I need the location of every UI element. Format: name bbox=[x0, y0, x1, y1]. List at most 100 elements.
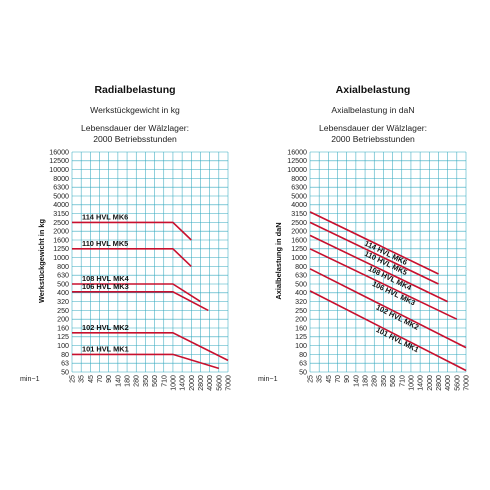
radial-y-tick-label: 320 bbox=[57, 298, 69, 306]
axial-y-tick-label: 800 bbox=[295, 263, 307, 271]
radial-series-label: 106 HVL MK3 bbox=[82, 282, 129, 291]
axial-y-tick-label: 320 bbox=[295, 298, 307, 306]
radial-series-line bbox=[72, 353, 220, 370]
radial-x-tick-label: 140 bbox=[114, 375, 122, 387]
axial-x-tick-label: 140 bbox=[352, 375, 360, 387]
radial-y-tick-label: 12500 bbox=[49, 157, 69, 165]
axial-x-tick-label: 5600 bbox=[453, 375, 461, 391]
radial-y-tick-label: 63 bbox=[61, 360, 69, 368]
radial-note-line2: 2000 Betriebsstunden bbox=[93, 134, 177, 144]
radial-y-tick-label: 400 bbox=[57, 289, 69, 297]
axial-y-tick-label: 80 bbox=[299, 351, 307, 359]
radial-x-unit-label: min−1 bbox=[20, 375, 40, 383]
axial-y-tick-label: 160 bbox=[295, 324, 307, 332]
radial-x-tick-label: 280 bbox=[133, 375, 141, 387]
radial-x-tick-label: 1000 bbox=[169, 375, 177, 391]
radial-x-tick-label: 90 bbox=[105, 375, 113, 383]
radial-y-tick-label: 1000 bbox=[53, 254, 69, 262]
radial-x-tick-label: 560 bbox=[151, 375, 159, 387]
axial-x-tick-label: 180 bbox=[362, 375, 370, 387]
axial-x-tick-label: 350 bbox=[380, 375, 388, 387]
radial-y-tick-label: 16000 bbox=[49, 148, 69, 156]
axial-y-tick-label: 3150 bbox=[291, 210, 307, 218]
radial-y-tick-label: 10000 bbox=[49, 166, 69, 174]
axial-series-line bbox=[309, 290, 467, 372]
radial-y-tick-label: 200 bbox=[57, 316, 69, 324]
axial-x-tick-label: 2800 bbox=[435, 375, 443, 391]
radial-series-line bbox=[72, 283, 201, 303]
radial-chart-subtitle: Werkstückgewicht in kg bbox=[90, 105, 180, 115]
axial-y-tick-label: 10000 bbox=[287, 166, 307, 174]
axial-y-tick-label: 2500 bbox=[291, 219, 307, 227]
axial-y-axis-label: Axialbelastung in daN bbox=[274, 222, 283, 299]
radial-series-label: 102 HVL MK2 bbox=[82, 323, 129, 332]
axial-chart-subtitle: Axialbelastung in daN bbox=[331, 105, 414, 115]
radial-y-tick-label: 80 bbox=[61, 351, 69, 359]
radial-series-line bbox=[72, 290, 209, 312]
radial-y-tick-label: 160 bbox=[57, 324, 69, 332]
axial-x-tick-label: 7000 bbox=[463, 375, 471, 391]
radial-x-tick-label: 710 bbox=[160, 375, 168, 387]
radial-y-tick-label: 2000 bbox=[53, 228, 69, 236]
axial-note-line1: Lebensdauer der Wälzlager: bbox=[319, 123, 427, 133]
radial-y-tick-label: 250 bbox=[57, 307, 69, 315]
axial-x-tick-label: 560 bbox=[389, 375, 397, 387]
radial-y-tick-label: 5000 bbox=[53, 192, 69, 200]
radial-x-tick-label: 5600 bbox=[215, 375, 223, 391]
axial-x-tick-label: 2000 bbox=[426, 375, 434, 391]
axial-series-line bbox=[309, 234, 448, 303]
axial-y-tick-label: 100 bbox=[295, 342, 307, 350]
axial-y-tick-label: 1600 bbox=[291, 236, 307, 244]
axial-y-tick-label: 200 bbox=[295, 316, 307, 324]
axial-x-tick-label: 90 bbox=[343, 375, 351, 383]
axial-y-tick-label: 1250 bbox=[291, 245, 307, 253]
axial-y-tick-label: 1000 bbox=[291, 254, 307, 262]
radial-x-tick-label: 70 bbox=[96, 375, 104, 383]
radial-y-tick-label: 500 bbox=[57, 280, 69, 288]
axial-y-tick-label: 4000 bbox=[291, 201, 307, 209]
radial-series-line bbox=[72, 221, 192, 241]
radial-x-tick-label: 7000 bbox=[225, 375, 233, 391]
axial-y-tick-label: 250 bbox=[295, 307, 307, 315]
axial-y-tick-label: 6300 bbox=[291, 184, 307, 192]
radial-y-tick-label: 100 bbox=[57, 342, 69, 350]
radial-x-tick-label: 2800 bbox=[197, 375, 205, 391]
axial-x-unit-label: min−1 bbox=[258, 375, 278, 383]
axial-series-line bbox=[309, 248, 458, 320]
radial-x-tick-label: 2000 bbox=[188, 375, 196, 391]
axial-series-line bbox=[309, 221, 439, 285]
axial-x-tick-label: 1400 bbox=[417, 375, 425, 391]
radial-series-label: 108 HVL MK4 bbox=[82, 274, 130, 283]
radial-series-line bbox=[72, 331, 229, 362]
axial-x-tick-label: 1000 bbox=[407, 375, 415, 391]
axial-x-tick-label: 25 bbox=[307, 375, 315, 383]
radial-series-label: 101 HVL MK1 bbox=[82, 344, 129, 353]
radial-y-tick-label: 630 bbox=[57, 272, 69, 280]
radial-x-tick-label: 350 bbox=[142, 375, 150, 387]
axial-chart-title: Axialbelastung bbox=[336, 84, 411, 96]
axial-series-line bbox=[309, 211, 439, 275]
axial-y-tick-label: 8000 bbox=[291, 175, 307, 183]
radial-series-line bbox=[72, 248, 192, 267]
axial-x-tick-label: 280 bbox=[371, 375, 379, 387]
radial-x-tick-label: 180 bbox=[124, 375, 132, 387]
radial-y-tick-label: 800 bbox=[57, 263, 69, 271]
axial-x-tick-label: 70 bbox=[334, 375, 342, 383]
axial-y-tick-label: 50 bbox=[299, 368, 307, 376]
radial-note-line1: Lebensdauer der Wälzlager: bbox=[81, 123, 189, 133]
axial-y-tick-label: 500 bbox=[295, 280, 307, 288]
axial-y-tick-label: 63 bbox=[299, 360, 307, 368]
axial-note-line2: 2000 Betriebsstunden bbox=[331, 134, 415, 144]
radial-y-tick-label: 2500 bbox=[53, 219, 69, 227]
radial-series-label: 114 HVL MK6 bbox=[82, 212, 128, 221]
radial-y-tick-label: 6300 bbox=[53, 184, 69, 192]
axial-y-tick-label: 12500 bbox=[287, 157, 307, 165]
radial-series-label: 110 HVL MK5 bbox=[82, 239, 128, 248]
axial-x-tick-label: 45 bbox=[325, 375, 333, 383]
radial-x-tick-label: 25 bbox=[69, 375, 77, 383]
radial-y-tick-label: 4000 bbox=[53, 201, 69, 209]
axial-y-tick-label: 630 bbox=[295, 272, 307, 280]
radial-x-tick-label: 4000 bbox=[206, 375, 214, 391]
radial-x-tick-label: 35 bbox=[78, 375, 86, 383]
